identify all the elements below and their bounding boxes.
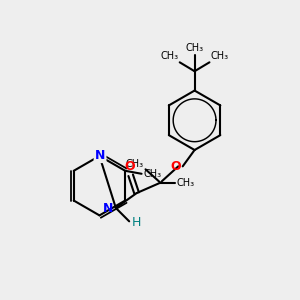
Text: CH₃: CH₃ [143, 169, 161, 179]
Text: H: H [132, 216, 141, 229]
Text: O: O [171, 160, 181, 173]
Text: CH₃: CH₃ [177, 178, 195, 188]
Text: CH₃: CH₃ [126, 159, 144, 169]
Text: O: O [124, 160, 134, 173]
Text: CH₃: CH₃ [211, 51, 229, 61]
Text: CH₃: CH₃ [185, 44, 204, 53]
Text: CH₃: CH₃ [160, 51, 178, 61]
Text: N: N [103, 202, 113, 215]
Text: N: N [95, 149, 105, 162]
